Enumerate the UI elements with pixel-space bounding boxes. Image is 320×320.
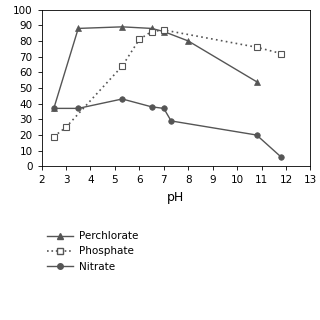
Legend: Perchlorate, Phosphate, Nitrate: Perchlorate, Phosphate, Nitrate — [47, 231, 139, 272]
X-axis label: pH: pH — [167, 191, 185, 204]
